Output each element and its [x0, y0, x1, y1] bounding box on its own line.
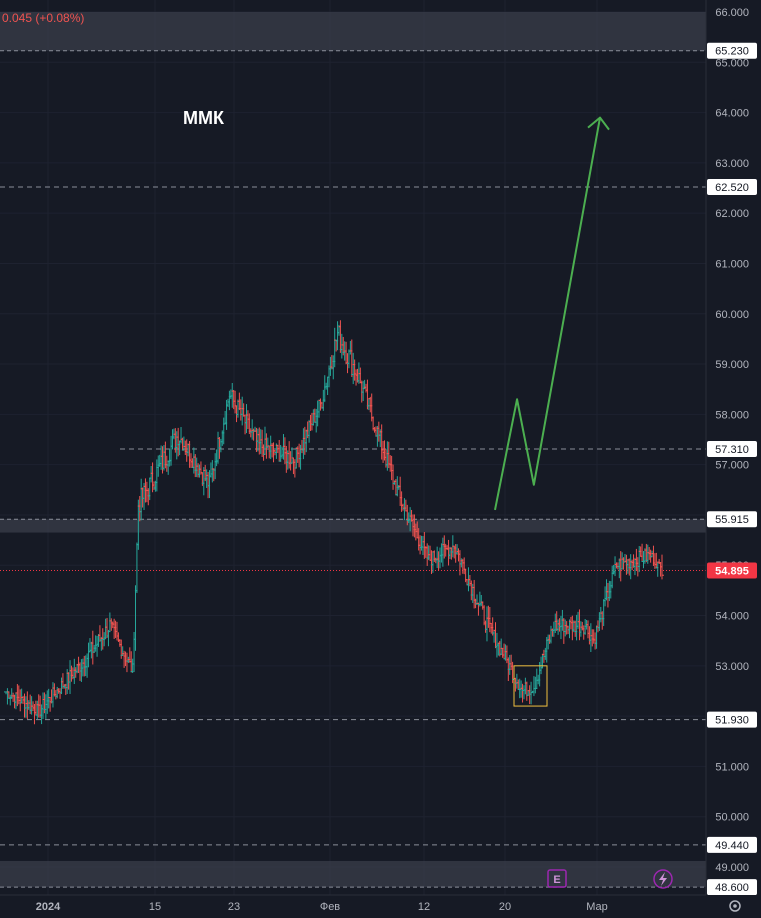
price-tick-label: 61.000: [715, 258, 749, 270]
current-price-label: 54.895: [715, 566, 749, 578]
price-tick-label: 51.000: [715, 761, 749, 773]
time-tick-label: 2024: [36, 901, 61, 913]
price-tick-label: 60.000: [715, 309, 749, 321]
support-resistance-zone[interactable]: [0, 519, 706, 533]
level-price-label: 55.915: [715, 514, 749, 526]
time-axis-labels: 2024 15 23 Фев 12 20 Мар: [36, 901, 608, 913]
svg-text:E: E: [553, 874, 560, 886]
time-tick-label: 15: [149, 901, 161, 913]
highlight-box[interactable]: [513, 665, 548, 707]
level-price-label: 65.230: [715, 46, 749, 58]
level-price-badge: [707, 42, 757, 59]
price-tick-label: 54.000: [715, 611, 749, 623]
level-price-badge: [707, 179, 757, 196]
price-tick-label: 53.000: [715, 661, 749, 673]
gear-icon[interactable]: [729, 900, 741, 912]
time-tick-label: 20: [499, 901, 511, 913]
time-axis[interactable]: [0, 895, 761, 918]
level-price-badge: [707, 441, 757, 458]
price-tick-label: 65.000: [715, 57, 749, 69]
price-tick-label: 62.000: [715, 208, 749, 220]
bars-layer: [4, 320, 664, 725]
projection-arrow-head: [587, 116, 610, 131]
time-tick-label: 23: [228, 901, 240, 913]
level-price-badge: [707, 511, 757, 528]
price-tick-label: 57.000: [715, 460, 749, 472]
lightning-event-icon[interactable]: [653, 869, 673, 889]
zones-layer: [0, 12, 706, 888]
price-change-text: 0.045 (+0.08%): [2, 11, 84, 25]
price-axis-level-labels: 65.230 62.520 57.310 55.915 51.930 49.440 48.6…: [707, 42, 757, 896]
time-tick-label: Мар: [586, 901, 608, 913]
price-tick-label: 49.000: [715, 862, 749, 874]
level-price-label: 51.930: [715, 715, 749, 727]
ohlc-bar: [660, 554, 664, 580]
level-price-label: 57.310: [715, 444, 749, 456]
level-price-label: 48.600: [715, 882, 749, 894]
price-tick-label: 66.000: [715, 7, 749, 19]
time-tick-label: 12: [418, 901, 430, 913]
level-price-label: 62.520: [715, 182, 749, 194]
current-price-badge: [707, 562, 757, 579]
overlay-layer: [494, 116, 610, 707]
support-resistance-zone[interactable]: [0, 860, 706, 888]
price-tick-label: 63.000: [715, 158, 749, 170]
price-tick-label: 50.000: [715, 812, 749, 824]
price-tick-label: 58.000: [715, 409, 749, 421]
support-resistance-zone[interactable]: [0, 12, 706, 51]
level-price-label: 49.440: [715, 840, 749, 852]
level-price-badge: [707, 879, 757, 896]
earnings-event-icon[interactable]: E: [547, 869, 567, 888]
price-tick-label: 59.000: [715, 359, 749, 371]
time-tick-label: Фев: [320, 901, 340, 913]
projection-arrow[interactable]: [494, 117, 601, 511]
level-price-badge: [707, 836, 757, 853]
chart-title: ММК: [183, 108, 225, 128]
price-tick-label: 64.000: [715, 108, 749, 120]
levels-layer: [0, 50, 706, 888]
level-price-badge: [707, 711, 757, 728]
